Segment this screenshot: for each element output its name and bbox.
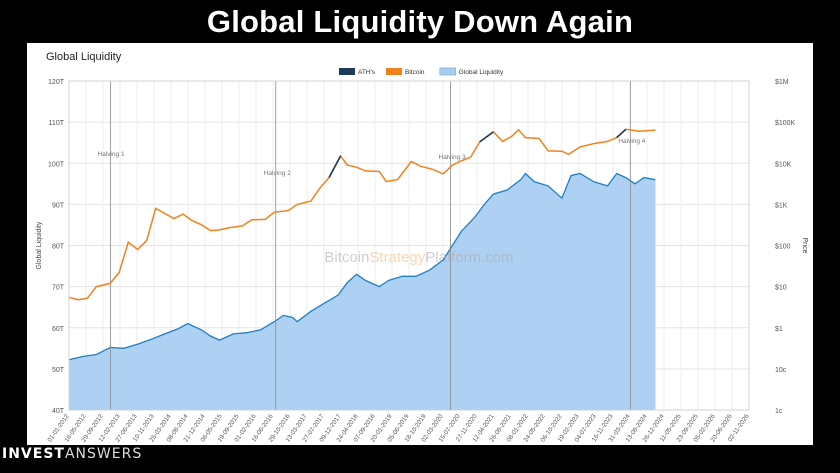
- y-right-tick-label: $10K: [775, 161, 792, 168]
- watermark-part: Platform.com: [425, 249, 513, 266]
- y-right-tick-label: $100K: [775, 120, 796, 127]
- y-axis-left-title: Global Liquidity: [36, 221, 43, 269]
- brand-bold: INVEST: [2, 446, 65, 462]
- ath-segment: [328, 155, 342, 178]
- legend-swatch: [439, 67, 457, 76]
- halving-label: Halving 4: [618, 138, 645, 145]
- y-left-tick-label: 90T: [52, 202, 65, 209]
- y-left-tick-label: 80T: [52, 244, 65, 251]
- headline: Global Liquidity Down Again: [206, 4, 634, 39]
- legend-label: Bitcoin: [405, 69, 425, 76]
- y-left-tick-label: 70T: [52, 285, 65, 292]
- watermark-part: Bitcoin: [324, 249, 369, 266]
- legend-label: Global Liquidity: [459, 69, 504, 76]
- y-left-tick-label: 100T: [48, 161, 65, 168]
- y-left-tick-label: 110T: [49, 120, 65, 127]
- y-axis-right-title: Price: [801, 238, 808, 254]
- watermark: BitcoinStrategyPlatform.com: [324, 249, 513, 266]
- y-right-tick-label: $1: [775, 326, 783, 333]
- plot-frame: [68, 80, 750, 411]
- legend-swatch: [386, 68, 402, 75]
- y-left-tick-label: 120T: [48, 79, 65, 86]
- brand-light: ANSWERS: [64, 446, 143, 462]
- liquidity-area: [69, 173, 656, 410]
- y-right-tick-label: $1K: [775, 202, 788, 209]
- chart-panel: Global Liquidity 40T 1c 50T 10c 60T $1 70T $10 80…: [27, 43, 813, 445]
- brand-logo: INVESTANSWERS: [2, 446, 142, 462]
- y-left-tick-label: 60T: [52, 326, 65, 333]
- y-right-tick-label: 1c: [775, 408, 783, 415]
- ath-segment: [479, 131, 494, 143]
- halving-label: Halving 2: [264, 170, 291, 177]
- bitcoin-line: [68, 128, 656, 301]
- chart-title: Global Liquidity: [46, 51, 122, 63]
- y-right-tick-label: $1M: [775, 79, 789, 86]
- halving-label: Halving 3: [439, 154, 466, 161]
- liquidity-line: [68, 172, 656, 361]
- y-right-tick-label: $10: [775, 285, 787, 292]
- watermark-part: Strategy: [369, 249, 425, 266]
- halving-label: Halving 1: [98, 151, 125, 158]
- y-left-tick-label: 50T: [52, 367, 65, 374]
- legend-label: ATH's: [358, 69, 376, 76]
- y-right-tick-label: 10c: [775, 367, 787, 374]
- liquidity-chart: Global Liquidity 40T 1c 50T 10c 60T $1 70T $10 80…: [36, 51, 808, 444]
- y-left-tick-label: 40T: [52, 408, 65, 415]
- legend-swatch: [339, 68, 355, 75]
- y-right-tick-label: $100: [775, 244, 791, 251]
- ath-segment: [616, 128, 627, 139]
